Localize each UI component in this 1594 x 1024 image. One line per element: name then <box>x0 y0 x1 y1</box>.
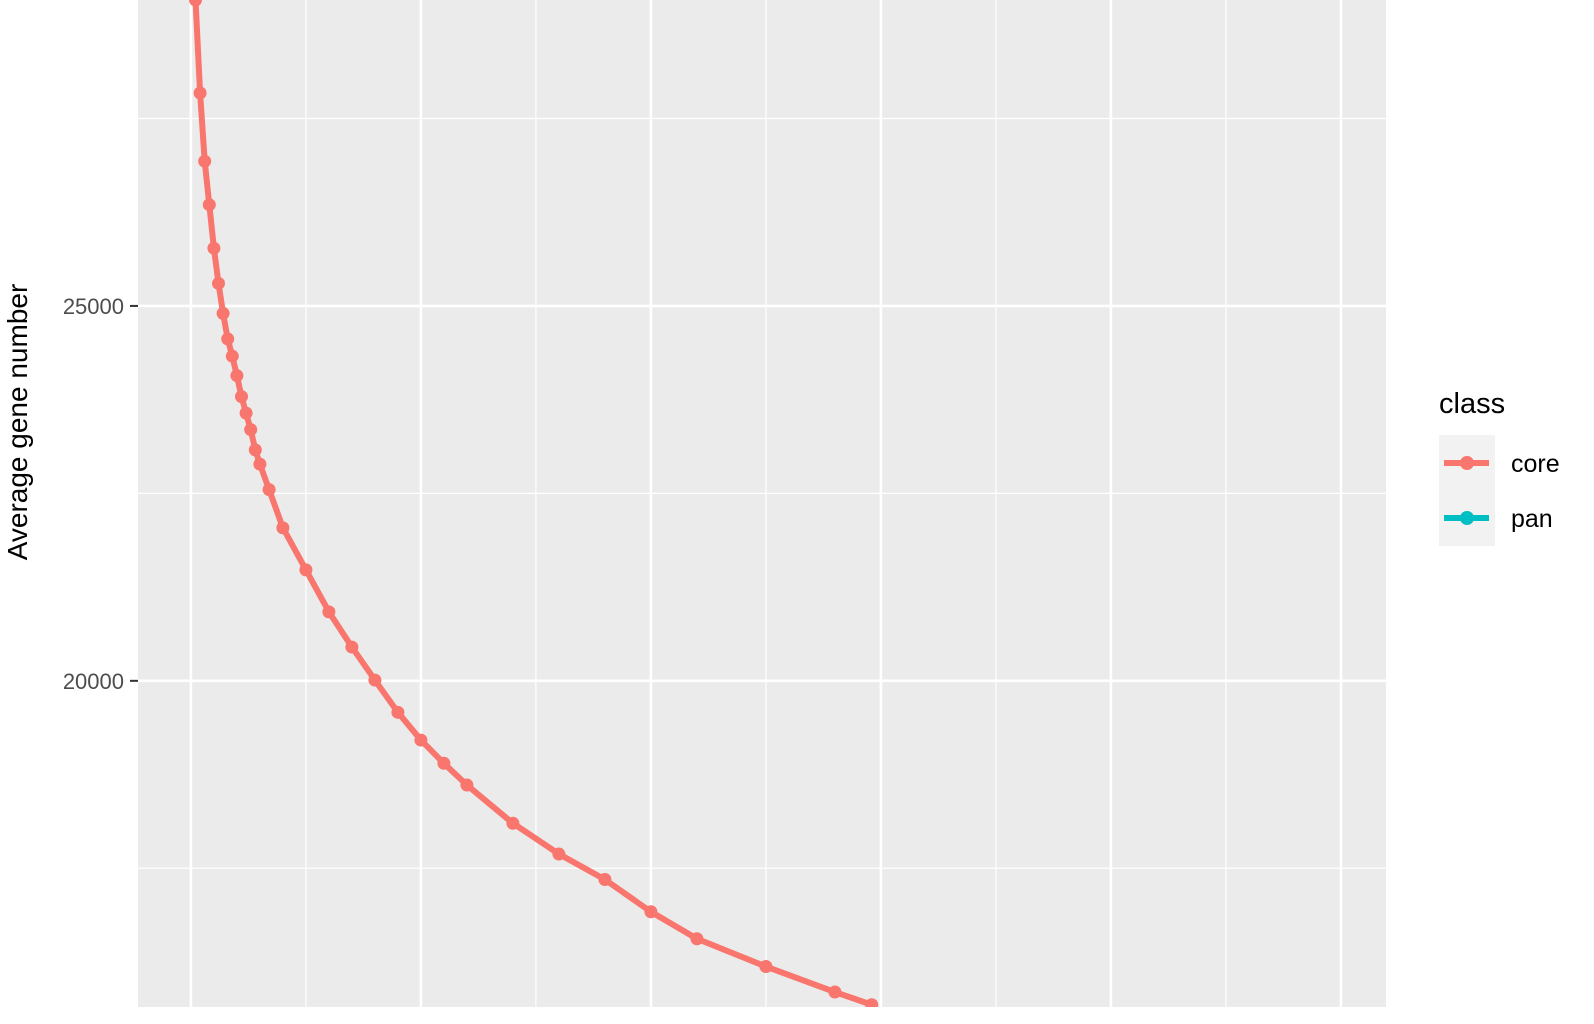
data-point-core <box>828 985 842 999</box>
data-point-core <box>193 86 207 100</box>
data-point-core <box>552 847 566 861</box>
y-tick-label: 25000 <box>63 294 124 319</box>
data-point-core <box>216 306 230 320</box>
legend-label-core: core <box>1511 450 1560 478</box>
data-point-core <box>230 369 244 383</box>
data-point-core <box>253 457 267 471</box>
data-point-core <box>598 873 612 887</box>
data-point-core <box>198 154 212 168</box>
data-point-core <box>221 332 235 346</box>
legend-key-pan <box>1444 511 1489 525</box>
data-point-core <box>299 563 313 577</box>
y-axis-label: Average gene number <box>2 284 33 561</box>
gridlines <box>138 0 1386 1007</box>
plot-panel <box>138 0 1386 1007</box>
data-point-core <box>506 816 520 830</box>
series-layer <box>189 0 879 1012</box>
data-point-core <box>759 960 773 974</box>
legend-label-pan: pan <box>1511 505 1553 533</box>
data-point-core <box>235 390 249 404</box>
data-point-core <box>644 905 658 919</box>
legend-key-core <box>1444 456 1489 470</box>
data-point-core <box>690 932 704 946</box>
data-point-core <box>391 705 405 719</box>
bottom-margin <box>0 1007 1594 1024</box>
data-point-core <box>368 673 382 687</box>
legend-title: class <box>1439 388 1505 420</box>
y-axis: 20000 25000 <box>63 294 138 694</box>
data-point-core <box>345 640 359 654</box>
legend: class core pan <box>1439 388 1560 546</box>
data-point-core <box>262 483 276 497</box>
data-point-core <box>212 276 226 290</box>
data-point-core <box>414 733 428 747</box>
data-point-core <box>202 198 216 212</box>
legend-key-background <box>1439 435 1495 546</box>
data-point-core <box>225 349 239 363</box>
data-point-core <box>244 423 258 437</box>
data-point-core <box>239 406 253 420</box>
data-point-core <box>207 241 221 255</box>
data-point-core <box>276 521 290 535</box>
data-point-core <box>189 0 202 7</box>
data-point-core <box>322 605 336 619</box>
data-point-core <box>460 778 474 792</box>
data-point-core <box>248 443 262 457</box>
data-point-core <box>437 756 451 770</box>
y-tick-label: 20000 <box>63 669 124 694</box>
